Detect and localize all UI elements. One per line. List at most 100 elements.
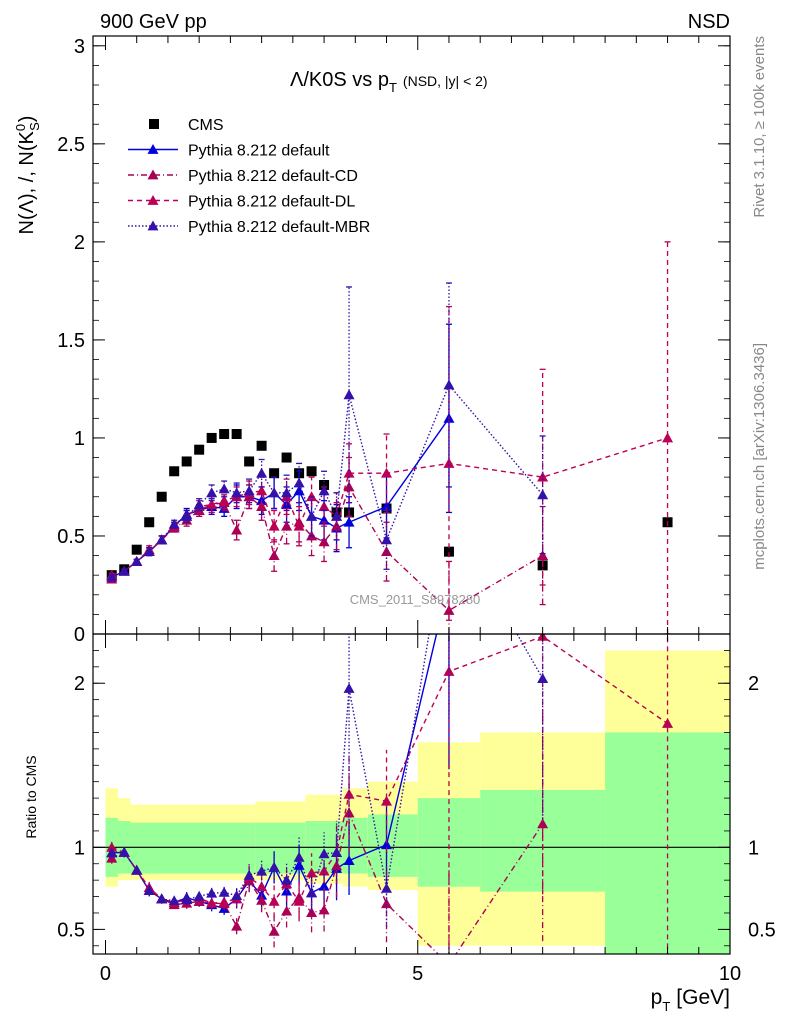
band-green-6 [367, 814, 418, 877]
ratio-marker [343, 683, 355, 693]
tick-label: 1.5 [57, 330, 85, 352]
ratio-marker [306, 887, 318, 898]
ratio-marker [181, 894, 193, 904]
series-marker [168, 518, 180, 529]
ratio-uncertainty-band [93, 650, 730, 954]
ratio-marker [268, 861, 280, 872]
tick-label: 1 [74, 837, 85, 859]
ratio-marker [243, 869, 255, 880]
ratio-marker [318, 880, 330, 891]
analysis-watermark: CMS_2011_S8978280 [350, 592, 481, 607]
ratio-marker [293, 895, 305, 906]
series-marker [268, 550, 280, 560]
series-marker [293, 520, 305, 531]
legend-marker [149, 119, 159, 129]
legend-entry-2: Pythia 8.212 default-CD [128, 168, 358, 185]
legend-entry-1: Pythia 8.212 default [128, 143, 330, 160]
rivet-label: Rivet 3.1.10, ≥ 100k events [751, 36, 768, 218]
cms-point [443, 546, 454, 557]
legend-label: CMS [188, 117, 224, 134]
legend-entry-4: Pythia 8.212 default-MBR [128, 219, 370, 236]
series-marker [306, 510, 318, 521]
series-marker [537, 489, 549, 500]
tick-label: 1 [748, 837, 759, 859]
ratio-marker [256, 894, 268, 905]
cms-point [144, 517, 155, 528]
series-marker [331, 510, 343, 521]
ratio-marker [143, 885, 155, 895]
series-marker [131, 555, 143, 566]
ratio-marker [443, 666, 455, 676]
series-marker [343, 516, 355, 527]
title-sub: T [389, 80, 397, 95]
cms-point [256, 440, 267, 451]
legend: CMS Pythia 8.212 default Pythia 8.212 defa… [128, 117, 370, 236]
title-suffix: (NSD, |y| < 2) [403, 73, 488, 89]
tick-label: 2 [748, 673, 759, 695]
ratio-marker [193, 890, 205, 901]
series-marker [281, 487, 293, 498]
ratio-line [111, 634, 544, 902]
tick-label: 10 [719, 963, 741, 985]
tick-label: 2.5 [57, 134, 85, 156]
tick-label: 0.5 [748, 919, 776, 941]
cms-point [269, 468, 280, 479]
series-marker [381, 534, 393, 545]
ratio-marker [218, 886, 230, 897]
legend-label: Pythia 8.212 default [188, 143, 330, 160]
cms-point [306, 466, 317, 477]
ratio-marker [381, 839, 393, 850]
main-ylabel: N(Λ), /, N(K0S) [13, 116, 42, 235]
plot-title: Λ/K0S vs pT (NSD, |y| < 2) [290, 69, 488, 95]
ratio-marker [106, 841, 118, 852]
series-marker [268, 520, 280, 531]
ratio-marker [293, 859, 305, 870]
ratio-marker [206, 887, 218, 898]
cms-point [244, 456, 255, 467]
ratio-marker [381, 795, 393, 806]
ratio-marker [231, 920, 243, 931]
cms-point [194, 444, 205, 455]
series-marker [268, 487, 280, 498]
ratio-marker [268, 895, 280, 906]
main-series-layer [106, 241, 674, 634]
cms-point [131, 544, 142, 555]
ratio-marker [381, 898, 393, 909]
ratio-marker [318, 848, 330, 859]
tick-label: 2 [74, 232, 85, 254]
ratio-marker [231, 890, 243, 900]
legend-entry-0: CMS [149, 117, 224, 134]
legend-label: Pythia 8.212 default-MBR [188, 219, 370, 236]
tick-label: 2 [74, 673, 85, 695]
legend-label: Pythia 8.212 default-DL [188, 194, 355, 211]
ratio-marker [131, 864, 143, 875]
ratio-marker [381, 882, 393, 893]
series-ratio-3 [106, 634, 549, 927]
series-marker [443, 457, 455, 468]
tick-label: 5 [412, 963, 423, 985]
ratio-ylabel: Ratio to CMS [23, 755, 39, 838]
legend-entry-3: Pythia 8.212 default-DL [128, 194, 355, 211]
series-marker [256, 501, 268, 511]
series-marker [256, 467, 268, 478]
cms-point [181, 456, 192, 467]
series-main-3 [106, 282, 549, 582]
ratio-marker [281, 874, 293, 885]
series-marker [381, 467, 393, 478]
series-marker [343, 467, 355, 478]
ratio-marker [106, 847, 118, 858]
series-marker [231, 487, 243, 498]
header-energy: 900 GeV pp [100, 11, 207, 33]
tick-label: 0 [100, 963, 111, 985]
ratio-series-layer [106, 634, 674, 954]
series-marker [206, 487, 218, 498]
ratio-marker [118, 846, 130, 857]
series-marker [381, 501, 393, 511]
mcplots-label: mcplots.cern.ch [arXiv:1306.3436] [751, 343, 768, 570]
legend-marker [147, 220, 159, 231]
header-process: NSD [688, 11, 730, 33]
series-marker [293, 477, 305, 488]
ratio-marker [318, 904, 330, 915]
series-marker [193, 499, 205, 509]
